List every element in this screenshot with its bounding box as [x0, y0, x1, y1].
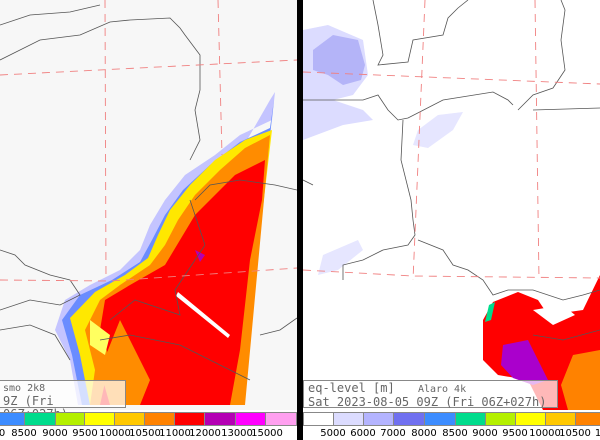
left-colorbar-label: 11000	[159, 428, 191, 439]
right-legend-valid-time: Sat 2023-08-05 09Z (Fri 06Z+027h)	[308, 395, 547, 409]
left-colorbar-label: 10000	[99, 428, 131, 439]
left-colorbar-label: 9500	[72, 428, 98, 439]
right-colorbar-swatch	[304, 413, 334, 425]
left-colorbar-swatch	[144, 413, 175, 425]
left-colorbar	[0, 412, 297, 426]
right-colorbar-swatch	[576, 413, 600, 425]
left-map	[0, 0, 297, 410]
left-colorbar-swatch	[115, 413, 145, 425]
field-blue-lavender	[313, 35, 365, 85]
right-colorbar-swatch	[364, 413, 394, 425]
right-colorbar-label: 9500	[502, 428, 528, 439]
right-legend-model: Alaro 4k	[417, 384, 467, 395]
right-colorbar-label: 8500	[442, 428, 468, 439]
right-colorbar-swatch	[425, 413, 456, 425]
left-colorbar-swatch	[174, 413, 205, 425]
left-colorbar-swatch	[85, 413, 116, 425]
right-colorbar	[303, 412, 600, 426]
left-colorbar-label: 10500	[129, 428, 161, 439]
panel-divider	[297, 0, 303, 440]
right-map-panel: eq-level [m] Alaro 4k Sat 2023-08-05 09Z…	[303, 0, 600, 440]
right-colorbar-label: 7000	[380, 428, 406, 439]
right-colorbar-swatch	[516, 413, 546, 425]
country-borders	[303, 0, 600, 341]
left-colorbar-swatch	[266, 413, 297, 425]
right-colorbar-label: 6000	[350, 428, 376, 439]
left-colorbar-swatch	[204, 413, 237, 425]
right-legend-box: eq-level [m] Alaro 4k Sat 2023-08-05 09Z…	[303, 380, 558, 409]
left-colorbar-label: 15000	[251, 428, 283, 439]
right-colorbar-label: 11	[594, 428, 600, 439]
right-colorbar-label: 10500	[559, 428, 591, 439]
country-borders	[0, 4, 297, 381]
field-lavender	[413, 112, 463, 148]
right-colorbar-label: 5000	[320, 428, 346, 439]
right-colorbar-swatch	[334, 413, 364, 425]
field-lavender	[318, 240, 363, 275]
left-colorbar-label: 8500	[11, 428, 37, 439]
left-colorbar-swatch	[236, 413, 267, 425]
left-map-panel: smo 2k8 9Z (Fri 06Z+027h) 0 8500 9000 95…	[0, 0, 297, 440]
left-legend-box: smo 2k8 9Z (Fri 06Z+027h)	[0, 380, 126, 421]
left-colorbar-label: 0	[0, 428, 6, 439]
left-colorbar-swatch	[0, 413, 25, 425]
right-colorbar-label: 10000	[529, 428, 561, 439]
right-legend-header: eq-level [m] Alaro 4k	[308, 382, 553, 396]
field-red	[100, 160, 265, 405]
right-colorbar-swatch	[394, 413, 425, 425]
right-colorbar-swatch	[456, 413, 486, 425]
right-colorbar-swatch	[546, 413, 576, 425]
left-colorbar-label: 13000	[221, 428, 253, 439]
left-colorbar-label: 12000	[189, 428, 221, 439]
right-map	[303, 0, 600, 410]
left-colorbar-swatch	[24, 413, 56, 425]
right-colorbar-label: 8000	[411, 428, 437, 439]
left-colorbar-label: 9000	[42, 428, 68, 439]
right-legend-variable: eq-level [m]	[308, 381, 395, 395]
left-legend-model: smo 2k8	[3, 383, 46, 394]
right-colorbar-label: 9000	[472, 428, 498, 439]
lat-lon-grid	[303, 0, 600, 281]
lat-lon-grid	[0, 0, 297, 282]
right-colorbar-swatch	[486, 413, 516, 425]
left-colorbar-swatch	[55, 413, 86, 425]
